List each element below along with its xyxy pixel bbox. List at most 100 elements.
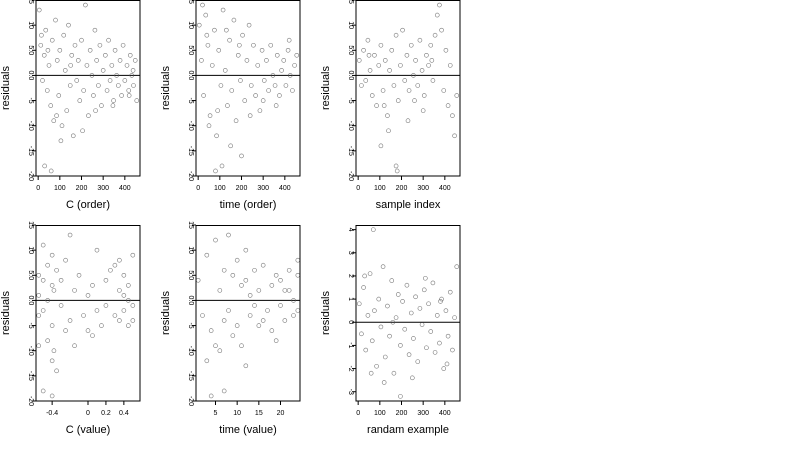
y-axis-title: residuals (320, 290, 332, 335)
x-tick-label: 300 (417, 410, 429, 417)
data-point (81, 313, 86, 318)
data-point (260, 262, 266, 268)
data-point (434, 313, 440, 318)
data-point (385, 303, 390, 309)
data-point (83, 2, 88, 8)
data-point (207, 113, 213, 118)
data-point (286, 37, 292, 43)
data-point (77, 98, 83, 103)
data-point (222, 68, 228, 73)
data-point (432, 350, 438, 355)
data-point (434, 12, 440, 18)
data-point (426, 63, 431, 68)
data-point (437, 2, 442, 8)
data-point (134, 98, 140, 103)
data-point (204, 252, 210, 258)
data-point (112, 313, 118, 318)
data-point (411, 73, 416, 78)
y-tick-label: 0.0 (187, 296, 194, 306)
data-point (273, 338, 279, 343)
data-point (264, 58, 269, 63)
data-point (406, 352, 412, 357)
y-tick-label: -15 (27, 146, 34, 156)
x-axis-title: sample index (376, 199, 441, 211)
data-point (90, 333, 95, 338)
data-point (372, 53, 377, 58)
data-point (274, 53, 280, 58)
data-point (204, 32, 210, 38)
data-point (38, 42, 44, 48)
y-tick-label: -20 (347, 171, 354, 181)
data-point (110, 103, 116, 108)
data-point (213, 343, 218, 348)
data-point (79, 37, 84, 43)
data-point (41, 53, 47, 58)
data-point (212, 27, 217, 33)
data-point (51, 288, 57, 293)
data-point (454, 264, 460, 269)
data-point (94, 247, 100, 253)
data-point (220, 7, 226, 13)
data-point (359, 83, 364, 88)
data-point (286, 288, 292, 293)
data-point (103, 278, 109, 283)
data-point (196, 22, 202, 28)
data-point (374, 363, 379, 369)
data-point (419, 322, 425, 327)
data-point (40, 78, 45, 83)
data-point (130, 252, 136, 258)
data-point (260, 98, 266, 103)
data-point (387, 333, 392, 339)
data-point (40, 278, 46, 283)
data-point (247, 293, 253, 298)
x-axis-title: randam example (367, 424, 449, 436)
data-point (404, 53, 410, 58)
data-point (104, 88, 110, 93)
data-point (230, 333, 236, 338)
data-point (227, 37, 232, 43)
data-point (290, 88, 295, 93)
data-point (367, 271, 373, 276)
data-point (200, 2, 205, 8)
data-point (421, 93, 427, 98)
data-point (67, 232, 73, 238)
data-point (441, 88, 447, 93)
data-point (287, 73, 293, 78)
y-tick-label: 5.0 (27, 270, 34, 280)
data-point (218, 83, 224, 88)
data-point (90, 283, 95, 288)
data-point (417, 37, 423, 43)
data-point (282, 288, 288, 293)
data-point (126, 298, 131, 303)
data-point (130, 68, 136, 73)
data-point (385, 113, 390, 118)
data-point (421, 287, 427, 293)
x-tick-label: 400 (439, 410, 451, 417)
data-point (49, 283, 55, 288)
data-point (68, 63, 73, 68)
data-point (81, 88, 86, 93)
data-point (283, 83, 289, 88)
x-axis-title: time (value) (219, 424, 276, 436)
data-point (265, 308, 270, 313)
y-axis-title: residuals (0, 290, 12, 335)
data-point (255, 63, 261, 68)
data-point (244, 58, 250, 63)
y-tick-label: 15 (187, 221, 194, 229)
x-tick-label: 0 (36, 185, 40, 192)
data-point (266, 88, 271, 93)
data-point (57, 47, 63, 53)
data-point (365, 313, 371, 318)
data-point (376, 296, 382, 302)
data-point (112, 262, 118, 268)
data-point (72, 42, 78, 48)
data-point (221, 267, 227, 273)
y-axis-title: residuals (160, 65, 172, 110)
data-point (226, 308, 231, 313)
data-point (239, 153, 244, 159)
data-point (130, 318, 136, 323)
data-point (36, 7, 42, 13)
data-point (58, 278, 64, 283)
data-point (229, 88, 235, 93)
